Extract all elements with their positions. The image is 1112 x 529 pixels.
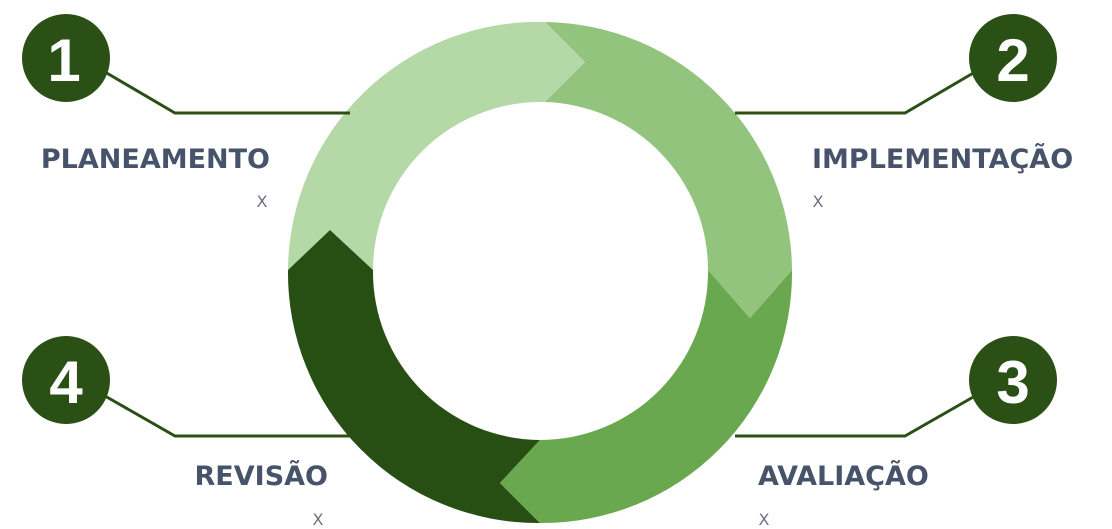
stage-label-revisao: REVISÃO (195, 460, 328, 492)
connector-2 (735, 70, 976, 115)
badge-number: 4 (49, 349, 83, 416)
stage-note-planeamento: X (257, 192, 268, 211)
badge-number: 2 (996, 27, 1029, 94)
stage-label-avaliacao: AVALIAÇÃO (758, 460, 929, 492)
badge-2: 2 (969, 14, 1057, 102)
stage-note-revisao: X (313, 510, 324, 529)
badge-number: 1 (47, 27, 80, 94)
badge-4: 4 (22, 336, 110, 424)
badge-1: 1 (22, 14, 110, 102)
segment-avaliacao (500, 270, 793, 524)
connector-1 (104, 70, 350, 115)
stage-label-implementacao: IMPLEMENTAÇÃO (812, 143, 1073, 175)
badge-number: 3 (996, 349, 1029, 416)
connector-4 (104, 394, 350, 438)
segment-implementacao (545, 22, 792, 318)
connector-3 (735, 394, 976, 438)
segment-revisao (287, 230, 540, 524)
stage-note-implementacao: X (813, 192, 824, 211)
segment-planeamento (288, 21, 585, 270)
badge-3: 3 (969, 336, 1057, 424)
stage-note-avaliacao: X (759, 510, 770, 529)
stage-label-planeamento: PLANEAMENTO (41, 144, 270, 175)
